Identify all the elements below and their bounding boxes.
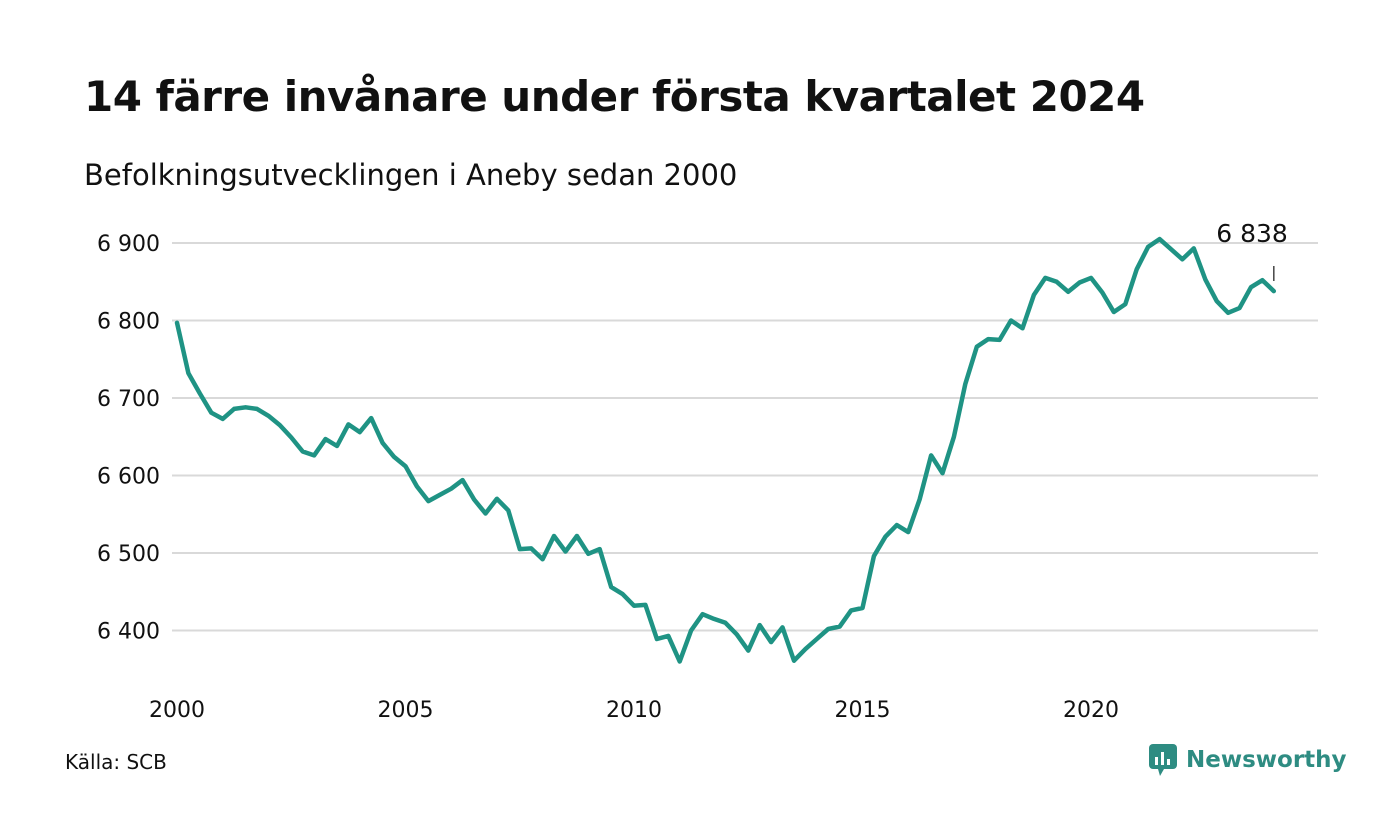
x-tick-label: 2000 bbox=[149, 698, 205, 723]
y-tick-label: 6 900 bbox=[97, 232, 160, 257]
source-note: Källa: SCB bbox=[65, 750, 167, 774]
x-tick-label: 2005 bbox=[378, 698, 434, 723]
last-value-label: 6 838 bbox=[1216, 219, 1288, 248]
y-tick-label: 6 800 bbox=[97, 310, 160, 335]
y-tick-label: 6 700 bbox=[97, 387, 160, 412]
newsworthy-brand[interactable]: Newsworthy bbox=[1148, 743, 1347, 777]
x-tick-label: 2020 bbox=[1063, 698, 1119, 723]
y-tick-label: 6 500 bbox=[97, 542, 160, 567]
brand-name: Newsworthy bbox=[1186, 747, 1347, 773]
y-tick-label: 6 400 bbox=[97, 620, 160, 645]
newsworthy-logo-icon bbox=[1149, 744, 1177, 776]
y-tick-label: 6 600 bbox=[97, 465, 160, 490]
chart-title: 14 färre invånare under första kvartalet… bbox=[84, 72, 1145, 121]
chart-subtitle: Befolkningsutvecklingen i Aneby sedan 20… bbox=[84, 158, 738, 192]
x-tick-label: 2010 bbox=[606, 698, 662, 723]
population-series-line bbox=[174, 236, 1277, 664]
x-tick-label: 2015 bbox=[835, 698, 891, 723]
